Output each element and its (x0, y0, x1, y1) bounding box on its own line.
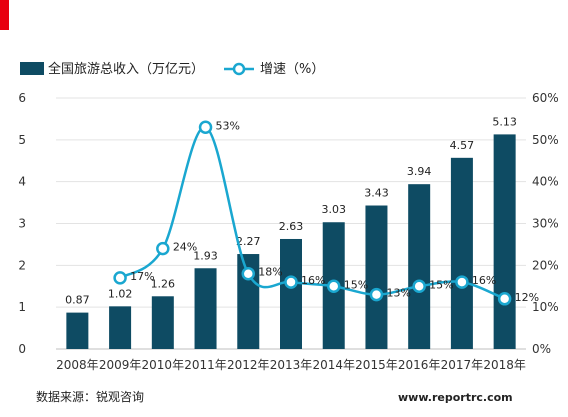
source-text: 数据来源：锐观咨询 (36, 389, 144, 404)
line-point (113, 271, 127, 285)
left-tick-label: 5 (18, 133, 26, 147)
bar (109, 306, 132, 349)
left-axis-ticks: 0 1 2 3 4 5 6 (18, 91, 26, 356)
line-value-label: 53% (216, 119, 240, 132)
x-tick-label: 2016年 (398, 358, 441, 372)
right-tick-label: 10% (532, 300, 559, 314)
line-point (156, 241, 170, 256)
right-tick-label: 0% (532, 342, 551, 356)
legend-bar-swatch (20, 62, 44, 75)
line-value-label: 16% (301, 274, 325, 287)
line-point (284, 275, 298, 289)
line-value-label: 12% (515, 291, 539, 304)
bar (280, 238, 302, 349)
line-value-label: 24% (173, 241, 197, 254)
bar-series (66, 134, 516, 349)
line-point (455, 275, 469, 289)
line-value-label: 15% (429, 278, 453, 291)
growth-line (119, 126, 506, 300)
right-tick-label: 60% (532, 91, 559, 105)
x-tick-label: 2015年 (355, 358, 398, 372)
bar (66, 312, 89, 349)
bar-value-label: 5.13 (492, 115, 517, 128)
legend-line-marker (232, 62, 246, 76)
bar-value-label: 1.93 (193, 249, 218, 262)
bar (450, 157, 473, 349)
bar (408, 184, 431, 349)
line-point (369, 287, 384, 302)
right-tick-label: 50% (532, 133, 559, 147)
bar-value-label: 2.27 (236, 235, 261, 248)
x-tick-label: 2018年 (483, 358, 526, 372)
bar-value-label: 0.87 (65, 294, 90, 307)
x-tick-label: 2012年 (227, 358, 270, 372)
bar-data-labels: 0.87 1.02 1.26 1.93 2.27 2.63 3.03 3.43 3.94 4.57… (65, 115, 517, 306)
gridlines (56, 97, 526, 350)
left-tick-label: 4 (18, 175, 26, 189)
right-axis-ticks: 0% 10% 20% 30% 40% 50% 60% (532, 91, 559, 356)
right-tick-label: 30% (532, 217, 559, 231)
x-tick-label: 2013年 (270, 358, 313, 372)
legend: 全国旅游总收入（万亿元） 增速（%） (20, 61, 324, 77)
bar (493, 134, 516, 349)
bar (365, 205, 388, 349)
right-tick-label: 40% (532, 175, 559, 189)
bar-value-label: 3.43 (364, 187, 389, 200)
bar-value-label: 2.63 (279, 220, 304, 233)
x-tick-label: 2011年 (184, 358, 227, 372)
line-value-label: 13% (386, 287, 410, 300)
x-tick-label: 2008年 (56, 358, 99, 372)
legend-bar-label: 全国旅游总收入（万亿元） (48, 61, 204, 77)
x-tick-label: 2009年 (99, 358, 142, 372)
left-tick-label: 0 (18, 342, 26, 356)
bar-value-label: 3.94 (407, 165, 432, 178)
left-tick-label: 6 (18, 91, 26, 105)
accent-bar (0, 0, 9, 30)
left-tick-label: 1 (18, 300, 26, 314)
right-tick-label: 20% (532, 258, 559, 272)
line-value-label: 18% (258, 266, 282, 279)
source-url: www.reportrc.com (398, 391, 513, 404)
left-tick-label: 2 (18, 258, 26, 272)
legend-line-label: 增速（%） (260, 62, 324, 77)
line-value-label: 16% (472, 274, 496, 287)
bar-value-label: 1.26 (151, 277, 176, 290)
line-point (241, 266, 256, 281)
bar-value-label: 4.57 (450, 139, 475, 152)
x-tick-label: 2010年 (142, 358, 185, 372)
line-value-label: 15% (344, 278, 368, 291)
line-point (198, 120, 213, 135)
left-tick-label: 3 (18, 217, 26, 231)
bar-value-label: 1.02 (108, 287, 133, 300)
bar (151, 296, 174, 349)
line-series (113, 120, 512, 306)
line-point (497, 292, 512, 306)
bar (194, 268, 217, 349)
bar-value-label: 3.03 (321, 203, 346, 216)
x-axis-ticks: 2008年 2009年 2010年 2011年 2012年 2013年 2014年 2015年… (56, 358, 526, 372)
x-tick-label: 2014年 (312, 358, 355, 372)
line-point (412, 279, 426, 293)
line-point (326, 279, 341, 293)
line-value-label: 17% (130, 270, 154, 283)
bar (237, 254, 260, 349)
x-tick-label: 2017年 (441, 358, 484, 372)
line-data-labels: 17% 24% 53% 18% 16% 15% 13% 15% 16% 12% (130, 119, 539, 304)
